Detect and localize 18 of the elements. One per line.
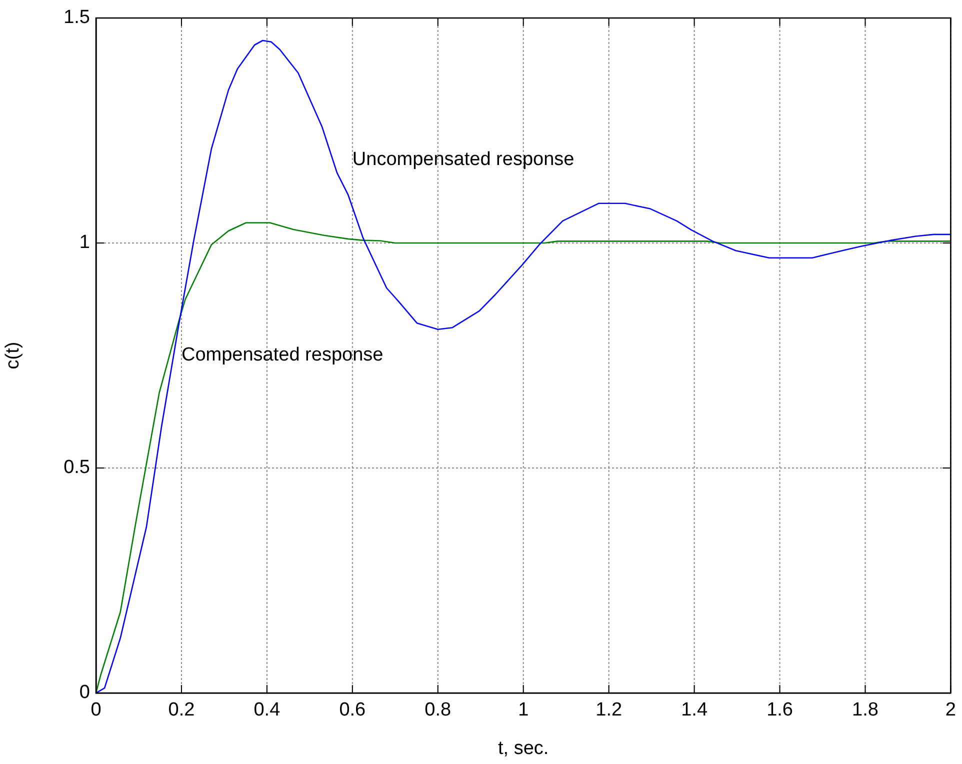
annotation: Compensated response [181, 344, 384, 366]
x-tick-label: 1.2 [596, 700, 622, 721]
x-tick-label: 0.8 [424, 700, 452, 721]
annotation: Uncompensated response [352, 148, 574, 170]
x-axis-title: t, sec. [498, 738, 549, 759]
x-tick-label: 2 [945, 700, 956, 721]
x-tick-label: 0.4 [254, 700, 281, 721]
x-tick-label: 1.4 [681, 700, 708, 721]
y-axis-title: c(t) [2, 342, 24, 370]
y-tick-label: 1.5 [64, 7, 90, 28]
y-tick-label: 1 [79, 232, 90, 254]
y-tick-label: 0 [79, 682, 90, 704]
y-tick-label: 0.5 [64, 457, 90, 478]
x-tick-label: 1.8 [852, 700, 878, 721]
x-tick-label: 1 [518, 700, 529, 721]
x-tick-label: 0.2 [168, 700, 195, 721]
x-tick-label: 1.6 [766, 700, 793, 721]
x-tick-label: 0.6 [339, 700, 366, 721]
